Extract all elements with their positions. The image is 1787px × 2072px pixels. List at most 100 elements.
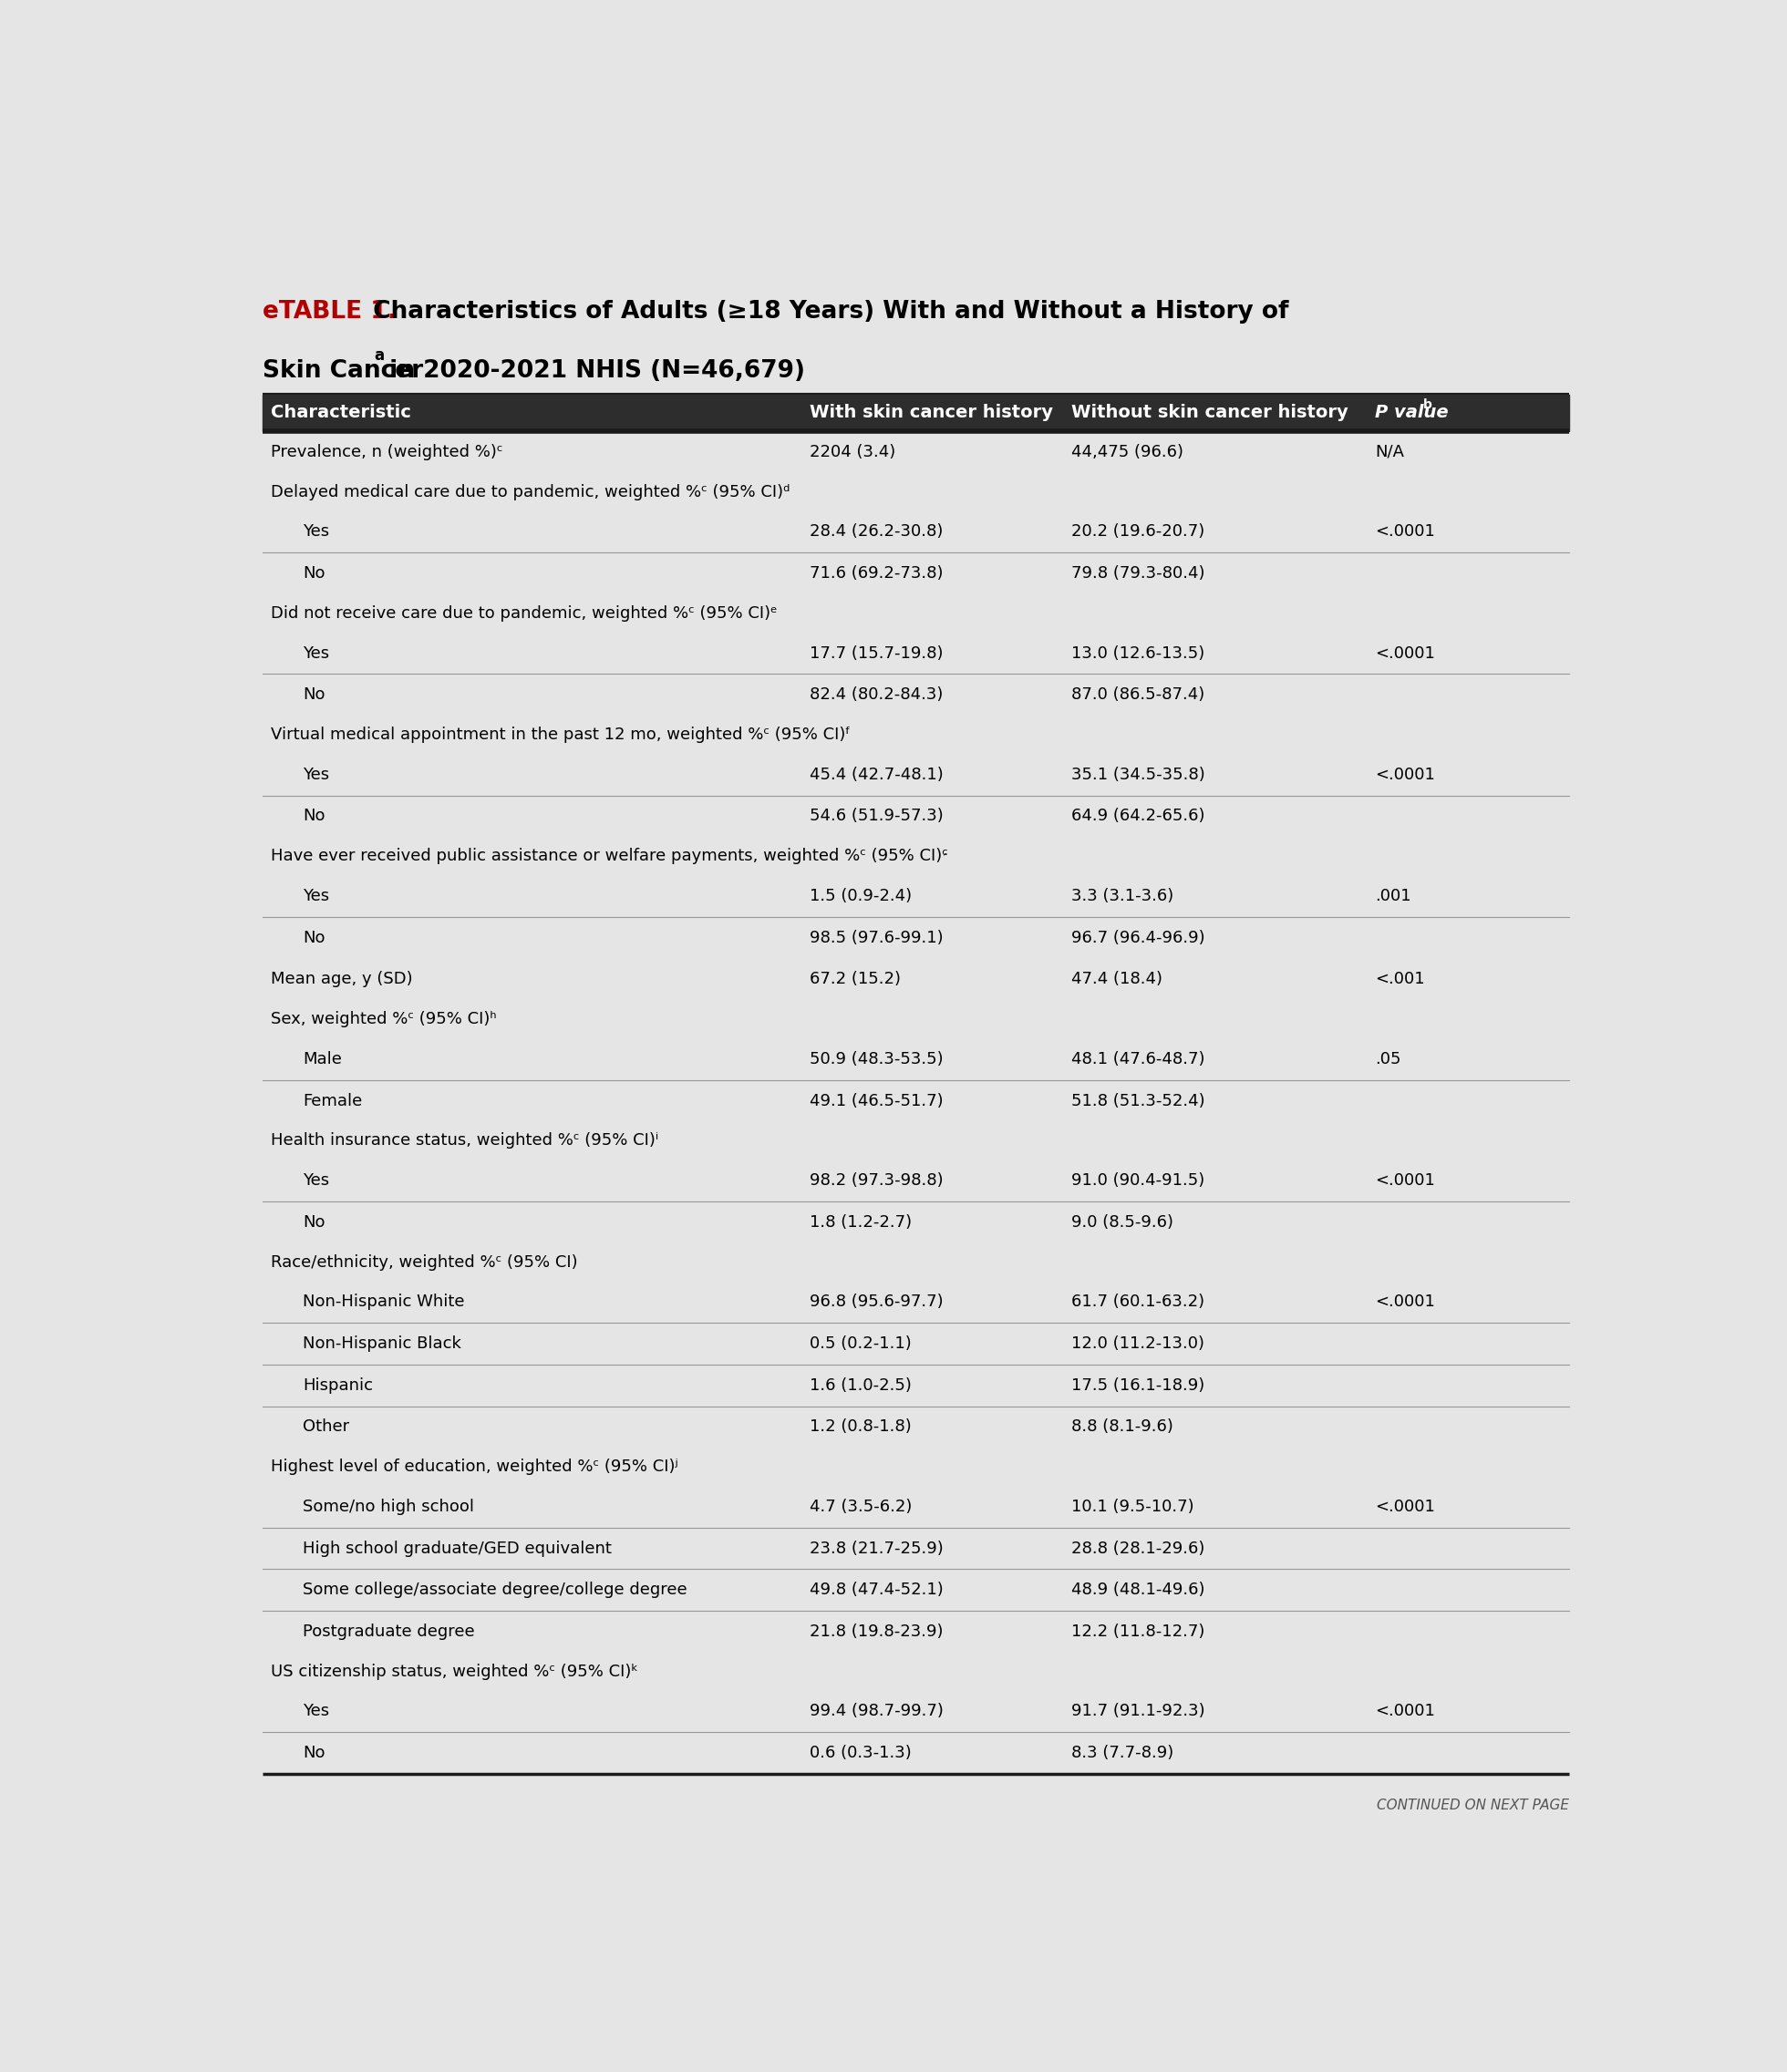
Text: 99.4 (98.7-99.7): 99.4 (98.7-99.7) [810,1703,944,1720]
Text: 45.4 (42.7-48.1): 45.4 (42.7-48.1) [810,767,944,783]
Text: 48.9 (48.1-49.6): 48.9 (48.1-49.6) [1070,1581,1204,1598]
Text: 1.8 (1.2-2.7): 1.8 (1.2-2.7) [810,1214,911,1231]
Text: Prevalence, n (weighted %)ᶜ: Prevalence, n (weighted %)ᶜ [270,443,502,460]
Text: 10.1 (9.5-10.7): 10.1 (9.5-10.7) [1070,1498,1194,1515]
Text: 0.6 (0.3-1.3): 0.6 (0.3-1.3) [810,1745,911,1761]
Text: N/A: N/A [1376,443,1405,460]
Text: <.0001: <.0001 [1376,1173,1435,1189]
Text: Sex, weighted %ᶜ (95% CI)ʰ: Sex, weighted %ᶜ (95% CI)ʰ [270,1011,497,1028]
Text: 13.0 (12.6-13.5): 13.0 (12.6-13.5) [1070,644,1204,661]
Text: 28.8 (28.1-29.6): 28.8 (28.1-29.6) [1070,1539,1204,1556]
Text: Non-Hispanic White: Non-Hispanic White [302,1293,465,1310]
Text: 17.5 (16.1-18.9): 17.5 (16.1-18.9) [1070,1378,1204,1394]
Text: 91.7 (91.1-92.3): 91.7 (91.1-92.3) [1070,1703,1204,1720]
Text: 51.8 (51.3-52.4): 51.8 (51.3-52.4) [1070,1092,1204,1109]
Text: Female: Female [302,1092,363,1109]
Text: 98.5 (97.6-99.1): 98.5 (97.6-99.1) [810,930,944,947]
Text: 9.0 (8.5-9.6): 9.0 (8.5-9.6) [1070,1214,1174,1231]
Text: Yes: Yes [302,524,329,541]
Text: 17.7 (15.7-19.8): 17.7 (15.7-19.8) [810,644,944,661]
Text: 20.2 (19.6-20.7): 20.2 (19.6-20.7) [1070,524,1204,541]
Text: <.0001: <.0001 [1376,767,1435,783]
Text: Some college/associate degree/college degree: Some college/associate degree/college de… [302,1581,686,1598]
Text: 8.3 (7.7-8.9): 8.3 (7.7-8.9) [1070,1745,1174,1761]
Text: in 2020-2021 NHIS (N=46,679): in 2020-2021 NHIS (N=46,679) [381,361,804,383]
Text: US citizenship status, weighted %ᶜ (95% CI)ᵏ: US citizenship status, weighted %ᶜ (95% … [270,1664,638,1680]
Text: Delayed medical care due to pandemic, weighted %ᶜ (95% CI)ᵈ: Delayed medical care due to pandemic, we… [270,483,790,499]
Text: 87.0 (86.5-87.4): 87.0 (86.5-87.4) [1070,686,1204,702]
Text: 28.4 (26.2-30.8): 28.4 (26.2-30.8) [810,524,944,541]
Text: b: b [1422,398,1431,410]
Text: Have ever received public assistance or welfare payments, weighted %ᶜ (95% CI)ᶝ: Have ever received public assistance or … [270,847,949,864]
Text: Hispanic: Hispanic [302,1378,373,1394]
Text: Yes: Yes [302,1173,329,1189]
Text: 1.2 (0.8-1.8): 1.2 (0.8-1.8) [810,1419,911,1436]
Text: 3.3 (3.1-3.6): 3.3 (3.1-3.6) [1070,889,1174,903]
Text: Some/no high school: Some/no high school [302,1498,474,1515]
Text: 12.2 (11.8-12.7): 12.2 (11.8-12.7) [1070,1624,1204,1639]
Text: 96.7 (96.4-96.9): 96.7 (96.4-96.9) [1070,930,1204,947]
Text: No: No [302,808,325,825]
Text: .001: .001 [1376,889,1412,903]
Text: 35.1 (34.5-35.8): 35.1 (34.5-35.8) [1070,767,1204,783]
Text: 64.9 (64.2-65.6): 64.9 (64.2-65.6) [1070,808,1204,825]
Text: Highest level of education, weighted %ᶜ (95% CI)ʲ: Highest level of education, weighted %ᶜ … [270,1459,677,1475]
Text: 67.2 (15.2): 67.2 (15.2) [810,972,901,988]
Text: High school graduate/GED equivalent: High school graduate/GED equivalent [302,1539,611,1556]
Text: No: No [302,930,325,947]
Text: .05: .05 [1376,1051,1401,1067]
Text: <.0001: <.0001 [1376,1703,1435,1720]
Bar [263,394,1569,431]
Text: 2204 (3.4): 2204 (3.4) [810,443,895,460]
Text: CONTINUED ON NEXT PAGE: CONTINUED ON NEXT PAGE [1378,1798,1569,1813]
Text: 8.8 (8.1-9.6): 8.8 (8.1-9.6) [1070,1419,1174,1436]
Text: Non-Hispanic Black: Non-Hispanic Black [302,1336,461,1351]
Text: <.0001: <.0001 [1376,1293,1435,1310]
Text: 54.6 (51.9-57.3): 54.6 (51.9-57.3) [810,808,944,825]
Text: a: a [373,346,384,363]
Text: 47.4 (18.4): 47.4 (18.4) [1070,972,1163,988]
Text: 48.1 (47.6-48.7): 48.1 (47.6-48.7) [1070,1051,1204,1067]
Text: 91.0 (90.4-91.5): 91.0 (90.4-91.5) [1070,1173,1204,1189]
Text: Health insurance status, weighted %ᶜ (95% CI)ⁱ: Health insurance status, weighted %ᶜ (95… [270,1133,658,1148]
Text: No: No [302,1745,325,1761]
Text: <.0001: <.0001 [1376,524,1435,541]
Text: 1.5 (0.9-2.4): 1.5 (0.9-2.4) [810,889,911,903]
Text: Virtual medical appointment in the past 12 mo, weighted %ᶜ (95% CI)ᶠ: Virtual medical appointment in the past … [270,727,851,744]
Text: Skin Cancer: Skin Cancer [263,361,424,383]
Text: 21.8 (19.8-23.9): 21.8 (19.8-23.9) [810,1624,944,1639]
Text: No: No [302,1214,325,1231]
Text: 12.0 (11.2-13.0): 12.0 (11.2-13.0) [1070,1336,1204,1351]
Text: 98.2 (97.3-98.8): 98.2 (97.3-98.8) [810,1173,944,1189]
Text: Yes: Yes [302,644,329,661]
Text: Other: Other [302,1419,348,1436]
Text: 82.4 (80.2-84.3): 82.4 (80.2-84.3) [810,686,944,702]
Text: Race/ethnicity, weighted %ᶜ (95% CI): Race/ethnicity, weighted %ᶜ (95% CI) [270,1254,577,1270]
Text: Characteristic: Characteristic [270,404,411,421]
Text: 49.1 (46.5-51.7): 49.1 (46.5-51.7) [810,1092,944,1109]
Text: Postgraduate degree: Postgraduate degree [302,1624,475,1639]
Text: No: No [302,566,325,582]
Text: <.0001: <.0001 [1376,644,1435,661]
Text: 71.6 (69.2-73.8): 71.6 (69.2-73.8) [810,566,944,582]
Text: 44,475 (96.6): 44,475 (96.6) [1070,443,1183,460]
Text: <.0001: <.0001 [1376,1498,1435,1515]
Text: Without skin cancer history: Without skin cancer history [1070,404,1347,421]
Text: Yes: Yes [302,889,329,903]
Text: Characteristics of Adults (≥18 Years) With and Without a History of: Characteristics of Adults (≥18 Years) Wi… [365,300,1288,323]
Text: 50.9 (48.3-53.5): 50.9 (48.3-53.5) [810,1051,944,1067]
Text: 79.8 (79.3-80.4): 79.8 (79.3-80.4) [1070,566,1204,582]
Text: Yes: Yes [302,767,329,783]
Text: 0.5 (0.2-1.1): 0.5 (0.2-1.1) [810,1336,911,1351]
Text: With skin cancer history: With skin cancer history [810,404,1053,421]
Text: No: No [302,686,325,702]
Text: 61.7 (60.1-63.2): 61.7 (60.1-63.2) [1070,1293,1204,1310]
Text: Mean age, y (SD): Mean age, y (SD) [270,972,413,988]
Text: eTABLE 1.: eTABLE 1. [263,300,397,323]
Text: Did not receive care due to pandemic, weighted %ᶜ (95% CI)ᵉ: Did not receive care due to pandemic, we… [270,605,777,622]
Text: Male: Male [302,1051,341,1067]
Text: <.001: <.001 [1376,972,1424,988]
Text: 4.7 (3.5-6.2): 4.7 (3.5-6.2) [810,1498,913,1515]
Text: 49.8 (47.4-52.1): 49.8 (47.4-52.1) [810,1581,944,1598]
Text: 23.8 (21.7-25.9): 23.8 (21.7-25.9) [810,1539,944,1556]
